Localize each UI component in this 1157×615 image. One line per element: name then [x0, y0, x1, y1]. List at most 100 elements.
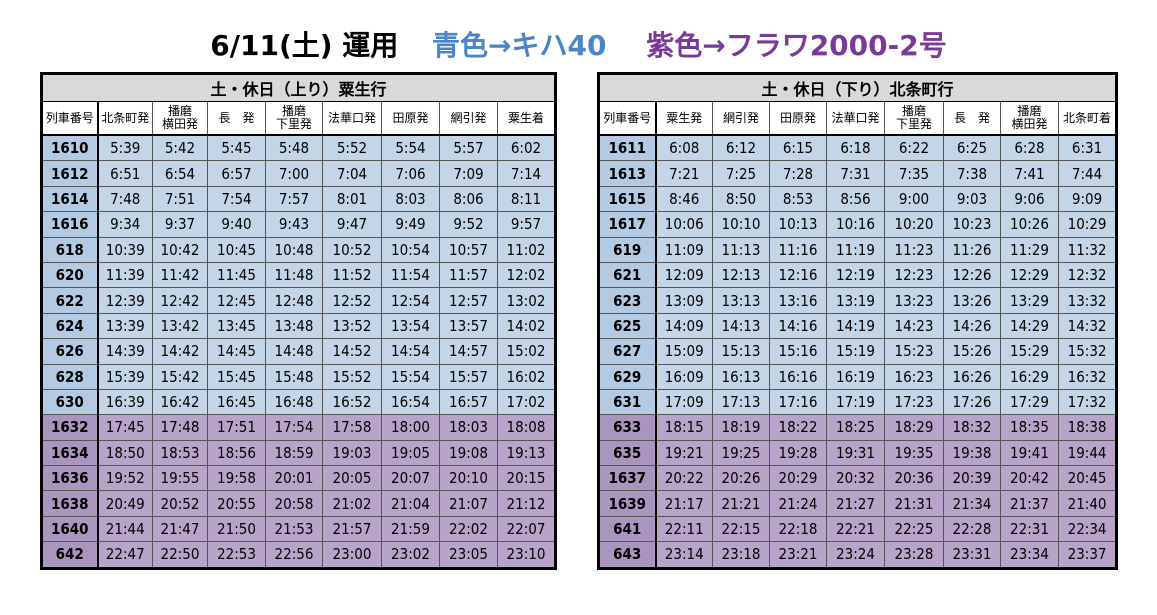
time-cell: 14:16 — [769, 312, 827, 340]
train-number: 622 — [41, 287, 99, 314]
train-number: 1612 — [41, 160, 99, 187]
time-cell: 6:18 — [826, 134, 885, 162]
time-cell: 18:59 — [265, 439, 323, 467]
time-cell: 21:47 — [152, 515, 208, 543]
time-cell: 6:15 — [769, 134, 827, 162]
time-cell: 14:29 — [1000, 312, 1059, 340]
train-number: 1638 — [41, 490, 99, 517]
time-cell: 19:21 — [655, 439, 713, 467]
time-cell: 16:26 — [943, 363, 1001, 390]
time-cell: 22:07 — [497, 515, 556, 543]
down-column-header: 長 発 — [943, 101, 1001, 136]
time-cell: 9:09 — [1057, 185, 1118, 213]
time-cell: 5:39 — [97, 134, 153, 162]
train-number: 1615 — [598, 185, 657, 213]
time-cell: 11:13 — [712, 236, 770, 263]
table-row: 633 18:15 18:19 18:22 18:25 18:29 18:32 18:35 18… — [598, 414, 1118, 441]
time-cell: 19:58 — [207, 465, 266, 492]
time-cell: 7:44 — [1057, 160, 1118, 187]
time-cell: 16:39 — [97, 388, 153, 416]
time-cell: 11:57 — [439, 261, 498, 289]
time-cell: 14:13 — [712, 312, 770, 340]
time-cell: 6:22 — [884, 134, 944, 162]
down-column-header: 播磨 横田発 — [1000, 101, 1059, 136]
time-cell: 10:20 — [884, 211, 944, 238]
time-cell: 7:57 — [265, 185, 323, 213]
table-row: 623 13:09 13:13 13:16 13:19 13:23 13:26 13:29 13… — [598, 287, 1118, 314]
time-cell: 15:45 — [207, 363, 266, 390]
time-cell: 16:13 — [712, 363, 770, 390]
time-cell: 21:31 — [884, 490, 944, 517]
time-cell: 5:57 — [439, 134, 498, 162]
time-cell: 20:05 — [322, 465, 382, 492]
time-cell: 6:25 — [943, 134, 1001, 162]
time-cell: 15:19 — [826, 338, 885, 365]
timetable-down-heading: 土・休日（下り）北条町行 — [597, 73, 1118, 102]
time-cell: 5:45 — [207, 134, 266, 162]
time-cell: 12:42 — [152, 287, 208, 314]
time-cell: 18:53 — [152, 439, 208, 467]
time-cell: 21:27 — [826, 490, 885, 517]
time-cell: 15:16 — [769, 338, 827, 365]
time-cell: 7:48 — [97, 185, 153, 213]
time-cell: 10:16 — [826, 211, 885, 238]
time-cell: 15:48 — [265, 363, 323, 390]
table-row: 622 12:39 12:42 12:45 12:48 12:52 12:54 12:57 13… — [41, 287, 556, 314]
time-cell: 6:08 — [655, 134, 713, 162]
time-cell: 23:14 — [655, 541, 713, 569]
time-cell: 21:37 — [1000, 490, 1059, 517]
table-row: 1617 10:06 10:10 10:13 10:16 10:20 10:23 10:26 1… — [598, 211, 1118, 238]
time-cell: 7:51 — [152, 185, 208, 213]
time-cell: 14:02 — [497, 312, 556, 340]
time-cell: 8:01 — [322, 185, 382, 213]
time-cell: 14:45 — [207, 338, 266, 365]
train-number: 625 — [598, 312, 657, 340]
time-cell: 17:58 — [322, 414, 382, 441]
time-cell: 13:39 — [97, 312, 153, 340]
time-cell: 23:28 — [884, 541, 944, 569]
time-cell: 21:24 — [769, 490, 827, 517]
time-cell: 10:54 — [381, 236, 440, 263]
time-cell: 13:19 — [826, 287, 885, 314]
timetable-up-heading: 土・休日（上り）粟生行 — [41, 73, 556, 102]
time-cell: 5:48 — [265, 134, 323, 162]
up-column-header: 法華口発 — [322, 101, 382, 136]
time-cell: 15:13 — [712, 338, 770, 365]
down-column-header: 列車番号 — [598, 101, 657, 136]
time-cell: 11:26 — [943, 236, 1001, 263]
train-number: 1610 — [41, 134, 99, 162]
time-cell: 23:21 — [769, 541, 827, 569]
time-cell: 11:54 — [381, 261, 440, 289]
time-cell: 12:29 — [1000, 261, 1059, 289]
time-cell: 10:23 — [943, 211, 1001, 238]
time-cell: 15:02 — [497, 338, 556, 365]
time-cell: 9:03 — [943, 185, 1001, 213]
time-cell: 16:02 — [497, 363, 556, 390]
time-cell: 20:26 — [712, 465, 770, 492]
time-cell: 7:54 — [207, 185, 266, 213]
train-number: 1640 — [41, 515, 99, 543]
time-cell: 8:11 — [497, 185, 556, 213]
time-cell: 9:00 — [884, 185, 944, 213]
time-cell: 23:10 — [497, 541, 556, 569]
down-column-header: 播磨 下里発 — [884, 101, 944, 136]
time-cell: 8:06 — [439, 185, 498, 213]
table-row: 1632 17:45 17:48 17:51 17:54 17:58 18:00 18:03 1… — [41, 414, 556, 441]
time-cell: 17:16 — [769, 388, 827, 416]
time-cell: 16:23 — [884, 363, 944, 390]
time-cell: 9:40 — [207, 211, 266, 238]
time-cell: 6:28 — [1000, 134, 1059, 162]
title-purple-legend: 紫色→フラワ2000-2号 — [646, 29, 947, 62]
train-number: 1613 — [598, 160, 657, 187]
time-cell: 19:35 — [884, 439, 944, 467]
time-cell: 12:45 — [207, 287, 266, 314]
time-cell: 14:52 — [322, 338, 382, 365]
up-column-header: 播磨 下里発 — [265, 101, 323, 136]
time-cell: 18:29 — [884, 414, 944, 441]
time-cell: 17:48 — [152, 414, 208, 441]
time-cell: 22:31 — [1000, 515, 1059, 543]
time-cell: 9:34 — [97, 211, 153, 238]
time-cell: 15:29 — [1000, 338, 1059, 365]
train-number: 619 — [598, 236, 657, 263]
time-cell: 9:52 — [439, 211, 498, 238]
